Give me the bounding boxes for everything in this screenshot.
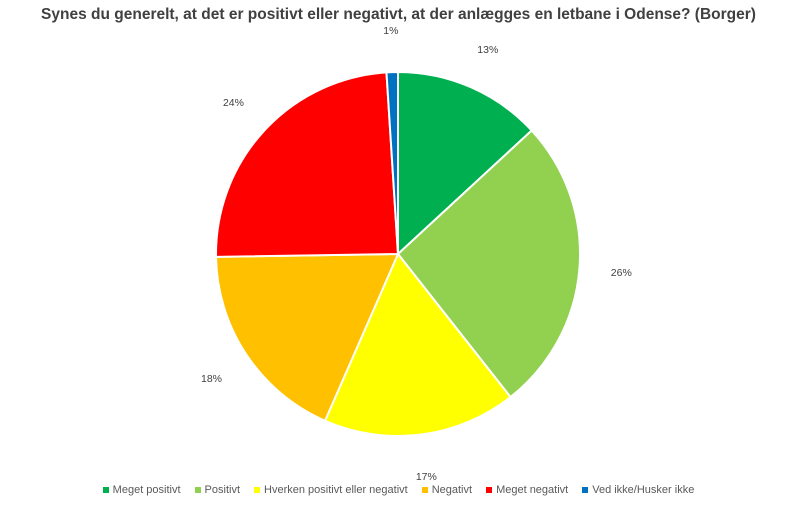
legend-item-negativt: Negativt (421, 484, 473, 496)
legend-swatch-ved-ikke (582, 487, 589, 493)
legend-label-ved-ikke: Ved ikke/Husker ikke (592, 484, 695, 496)
slice-label-ved-ikke-husker-ikke: 1% (383, 25, 398, 37)
slice-label-meget-negativt: 24% (223, 97, 244, 109)
legend-label-meget-negativt: Meget negativt (496, 484, 569, 496)
slice-label-hverken-positivt-eller-negativt: 17% (416, 471, 437, 483)
legend-label-negativt: Negativt (431, 484, 473, 496)
pie-slice-meget-negativt (215, 71, 400, 258)
pie-slice-negativt (215, 252, 400, 423)
chart-title: Synes du generelt, at det er positivt el… (41, 6, 756, 23)
legend-swatch-negativt (421, 487, 428, 493)
slice-label-positivt: 26% (611, 267, 632, 279)
pie-slice-ved-ikke-husker-ikke (385, 70, 399, 255)
legend-label-hverken: Hverken positivt eller negativt (264, 484, 408, 496)
legend-label-positivt: Positivt (204, 484, 241, 496)
legend-item-ved-ikke: Ved ikke/Husker ikke (582, 484, 694, 496)
slice-label-meget-positivt: 13% (477, 44, 498, 56)
slice-label-negativt: 18% (201, 373, 222, 385)
legend-item-positivt: Positivt (194, 484, 241, 496)
legend-item-hverken: Hverken positivt eller negativt (254, 484, 408, 496)
legend-item-meget-positivt: Meget positivt (102, 484, 181, 496)
legend-swatch-meget-positivt (102, 487, 109, 493)
legend: Meget positivt Positivt Hverken positivt… (0, 484, 797, 496)
legend-swatch-positivt (194, 487, 201, 493)
legend-label-meget-positivt: Meget positivt (112, 484, 181, 496)
legend-item-meget-negativt: Meget negativt (486, 484, 568, 496)
pie-slice-hverken-positivt-eller-negativt (323, 252, 512, 437)
pie-slice-meget-positivt (397, 70, 534, 257)
legend-swatch-meget-negativt (486, 487, 493, 493)
pie-slice-positivt (396, 129, 581, 399)
legend-swatch-hverken (254, 487, 261, 493)
